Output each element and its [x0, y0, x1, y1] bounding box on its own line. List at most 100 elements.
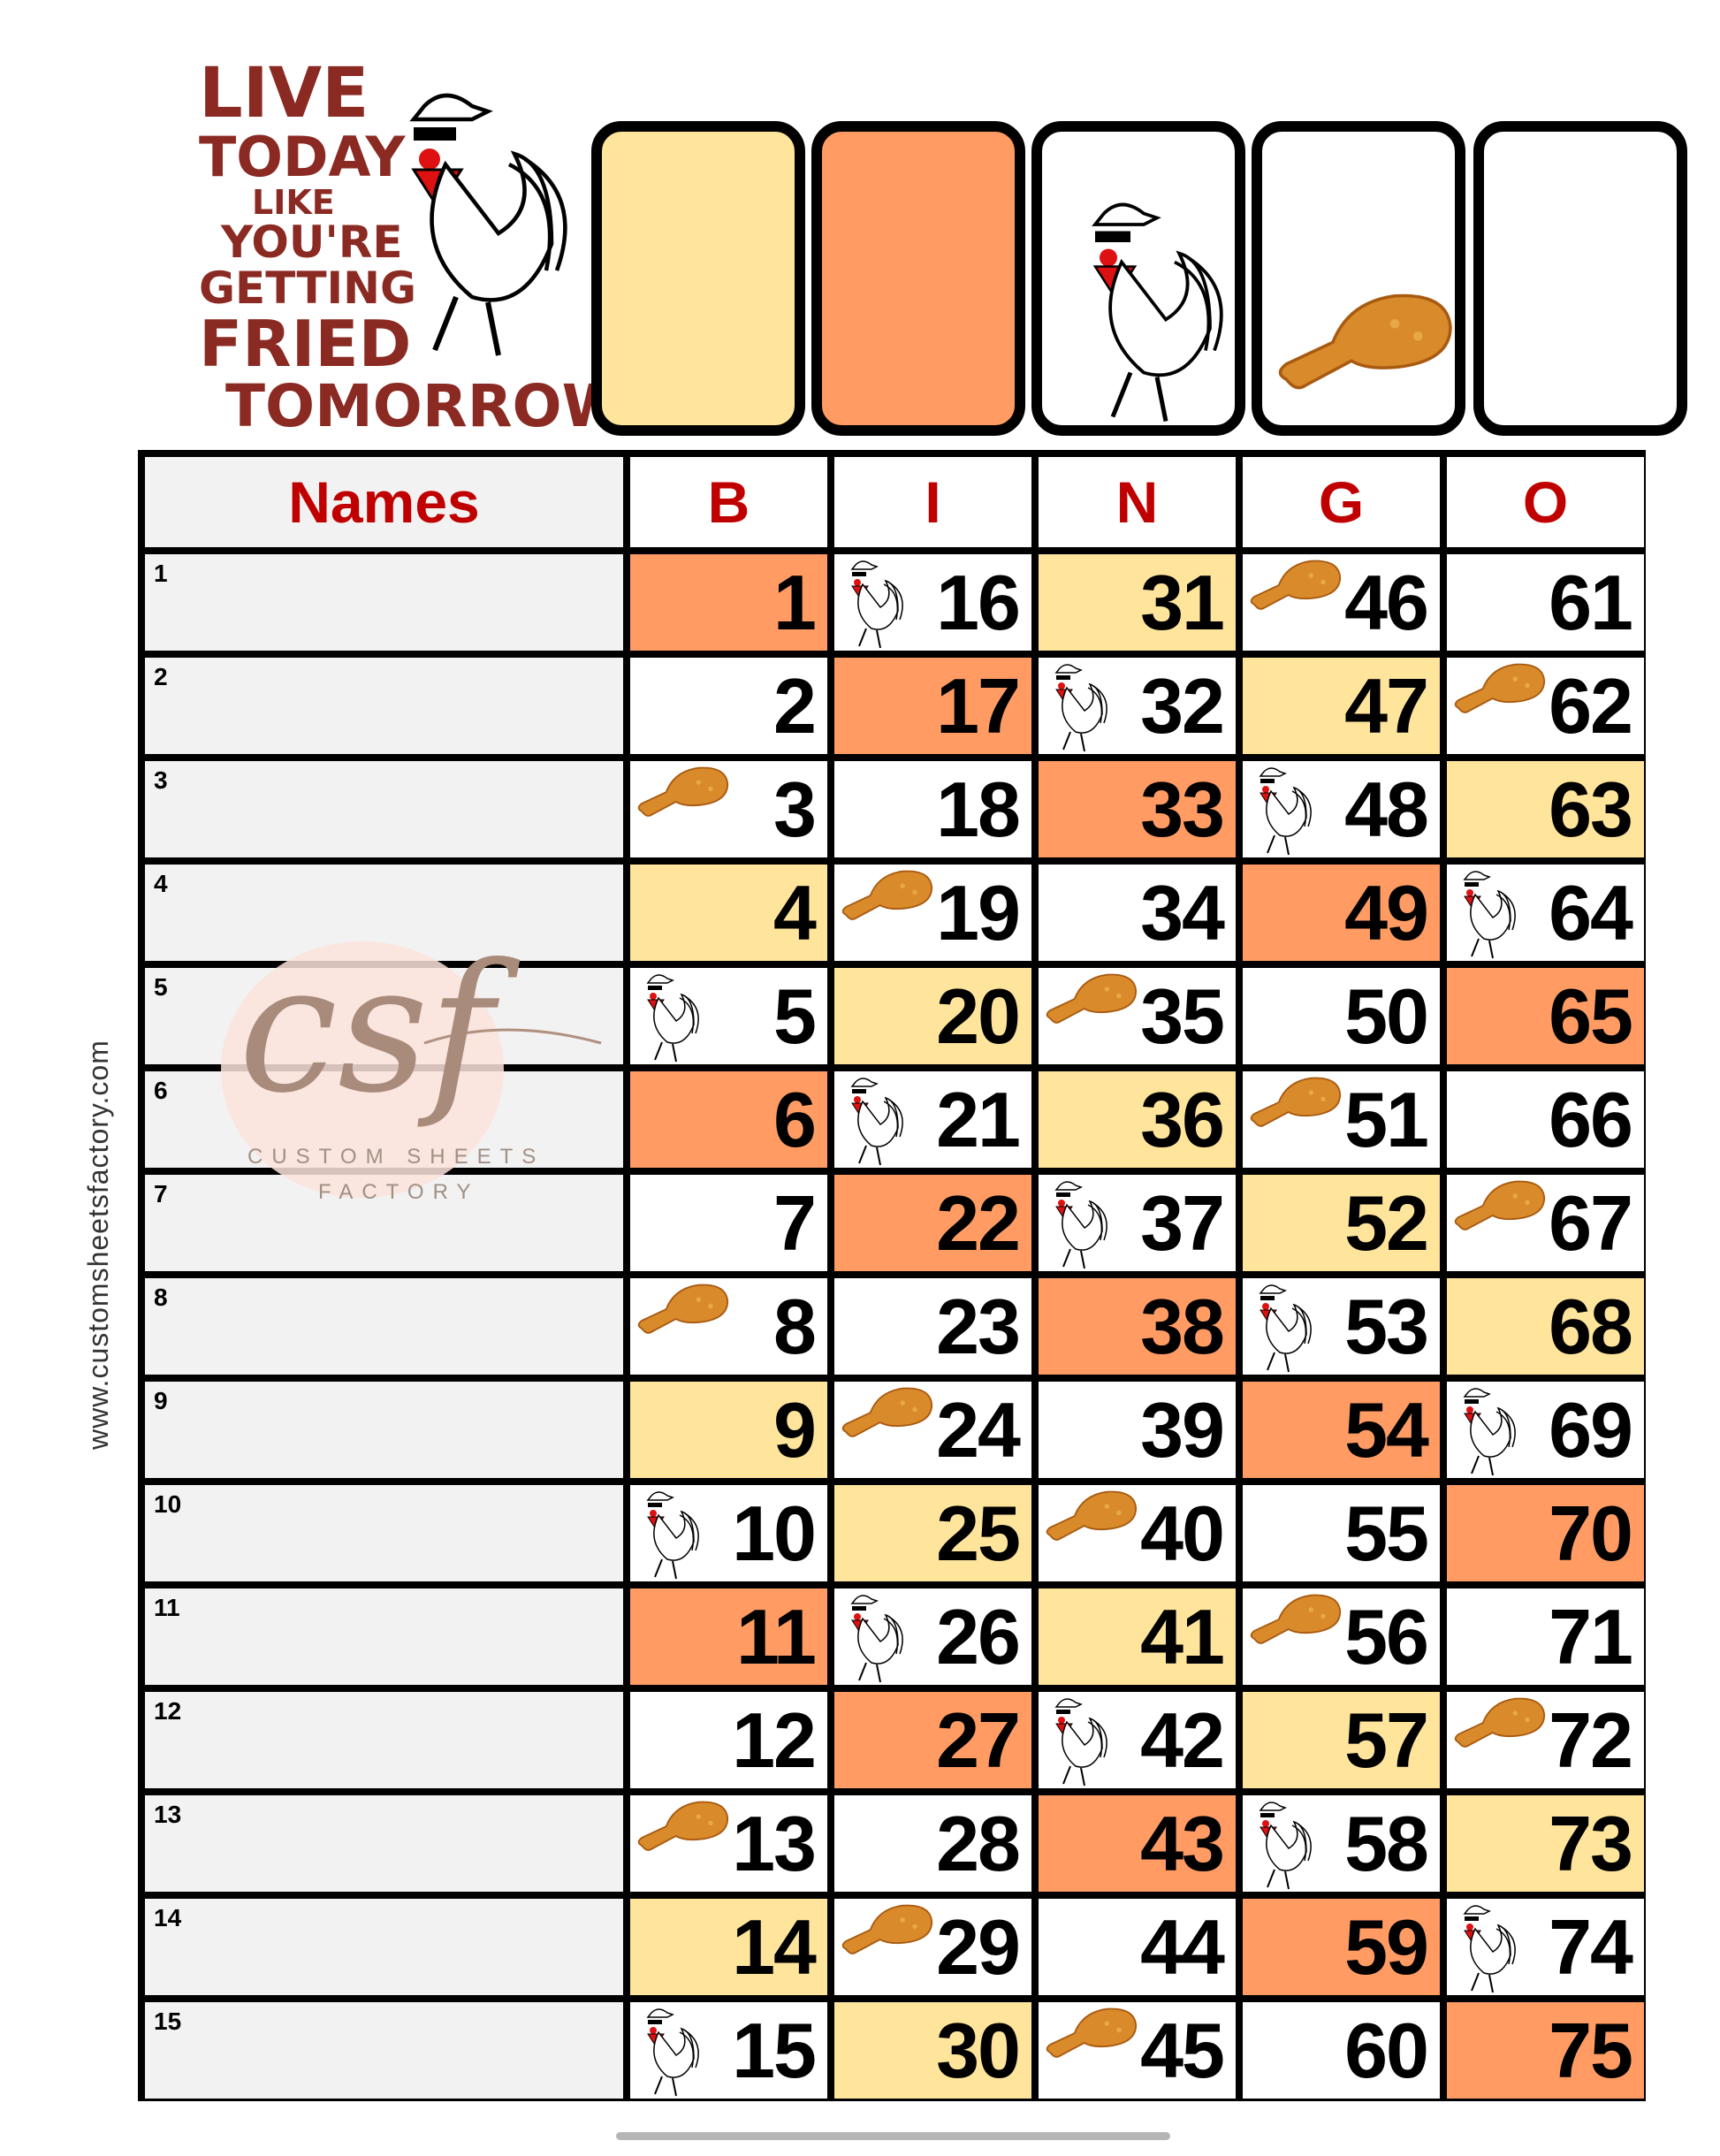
cell-number: 54: [1344, 1385, 1429, 1474]
chicken-leg-icon: [1250, 1077, 1342, 1127]
cell-number: 40: [1140, 1489, 1225, 1577]
number-cell: 35: [1039, 968, 1236, 1064]
cell-number: 37: [1140, 1178, 1225, 1267]
name-cell[interactable]: 9: [145, 1382, 623, 1478]
cell-number: 55: [1344, 1489, 1429, 1577]
column-header-b: B: [630, 457, 827, 547]
cell-number: 64: [1549, 868, 1633, 956]
number-cell: 65: [1447, 968, 1644, 1064]
cell-number: 42: [1140, 1695, 1225, 1784]
cell-number: 62: [1549, 661, 1633, 750]
cell-number: 3: [773, 765, 817, 853]
cell-number: 19: [936, 868, 1021, 956]
number-cell: 69: [1447, 1382, 1644, 1478]
cell-number: 68: [1549, 1282, 1633, 1370]
name-cell[interactable]: 7: [145, 1175, 623, 1271]
number-cell: 55: [1243, 1485, 1440, 1581]
row-number: 10: [154, 1490, 182, 1518]
row-number: 9: [154, 1387, 168, 1414]
number-cell: 13: [630, 1795, 827, 1892]
header-box-4: [1252, 121, 1465, 436]
rooster-icon: [1463, 871, 1516, 959]
name-cell[interactable]: 8: [145, 1278, 623, 1375]
name-cell[interactable]: 3: [145, 761, 623, 857]
rooster-icon: [646, 974, 699, 1063]
number-cell: 62: [1447, 658, 1644, 754]
rooster-icon: [850, 1595, 903, 1683]
cell-number: 57: [1344, 1695, 1429, 1784]
header-box-5: [1473, 121, 1687, 436]
cell-number: 34: [1140, 868, 1225, 956]
name-cell[interactable]: 11: [145, 1588, 623, 1685]
number-cell: 56: [1243, 1588, 1440, 1685]
number-cell: 31: [1039, 554, 1236, 651]
cell-number: 65: [1549, 971, 1633, 1060]
name-cell[interactable]: 13: [145, 1795, 623, 1892]
name-cell[interactable]: 12: [145, 1692, 623, 1788]
number-cell: 1: [630, 554, 827, 651]
cell-number: 23: [936, 1282, 1021, 1370]
number-cell: 18: [834, 761, 1031, 857]
cell-number: 20: [936, 971, 1021, 1060]
name-cell[interactable]: 2: [145, 658, 623, 754]
row-number: 11: [154, 1594, 180, 1621]
chicken-leg-icon: [1046, 2007, 1138, 2058]
name-cell[interactable]: 14: [145, 1899, 623, 1995]
number-cell: 17: [834, 658, 1031, 754]
number-cell: 50: [1243, 968, 1440, 1064]
number-cell: 54: [1243, 1382, 1440, 1478]
cell-number: 7: [773, 1178, 817, 1267]
row-number: 4: [154, 870, 168, 897]
rooster-icon: [1054, 664, 1107, 752]
row-number: 3: [154, 766, 168, 794]
cell-number: 51: [1344, 1075, 1429, 1163]
number-cell: 30: [834, 2002, 1031, 2099]
row-number: 1: [154, 560, 168, 587]
number-cell: 34: [1039, 865, 1236, 961]
number-cell: 72: [1447, 1692, 1644, 1788]
cell-number: 29: [936, 1902, 1021, 1991]
cell-number: 13: [732, 1799, 817, 1887]
column-header-o: O: [1447, 457, 1644, 547]
number-cell: 23: [834, 1278, 1031, 1375]
cell-number: 28: [936, 1799, 1021, 1887]
rooster-icon: [1054, 1698, 1107, 1787]
number-cell: 26: [834, 1588, 1031, 1685]
name-cell[interactable]: 6: [145, 1071, 623, 1168]
number-cell: 11: [630, 1588, 827, 1685]
name-cell[interactable]: 4: [145, 865, 623, 961]
row-number: 7: [154, 1180, 168, 1208]
number-cell: 49: [1243, 865, 1440, 961]
rooster-icon: [1463, 1905, 1516, 1993]
name-cell[interactable]: 1: [145, 554, 623, 651]
cell-number: 66: [1549, 1075, 1633, 1163]
name-cell[interactable]: 15: [145, 2002, 623, 2099]
number-cell: 43: [1039, 1795, 1236, 1892]
number-cell: 53: [1243, 1278, 1440, 1375]
cell-number: 44: [1140, 1902, 1225, 1991]
cell-number: 11: [735, 1592, 817, 1680]
cell-number: 16: [936, 558, 1021, 646]
number-cell: 63: [1447, 761, 1644, 857]
number-cell: 10: [630, 1485, 827, 1581]
number-cell: 8: [630, 1278, 827, 1375]
number-cell: 5: [630, 968, 827, 1064]
cell-number: 52: [1344, 1178, 1429, 1267]
number-cell: 48: [1243, 761, 1440, 857]
row-number: 13: [154, 1801, 182, 1828]
number-cell: 7: [630, 1175, 827, 1271]
number-cell: 45: [1039, 2002, 1236, 2099]
name-cell[interactable]: 10: [145, 1485, 623, 1581]
name-cell[interactable]: 5: [145, 968, 623, 1064]
row-number: 2: [154, 663, 168, 690]
rooster-icon: [1259, 1802, 1312, 1890]
cell-number: 75: [1549, 2006, 1633, 2094]
cell-number: 53: [1344, 1282, 1429, 1370]
row-number: 14: [154, 1904, 182, 1931]
cell-number: 26: [936, 1592, 1021, 1680]
cell-number: 39: [1140, 1385, 1225, 1474]
column-header-g: G: [1243, 457, 1440, 547]
cell-number: 5: [773, 971, 817, 1060]
scroll-indicator[interactable]: [616, 2132, 1170, 2140]
number-cell: 61: [1447, 554, 1644, 651]
